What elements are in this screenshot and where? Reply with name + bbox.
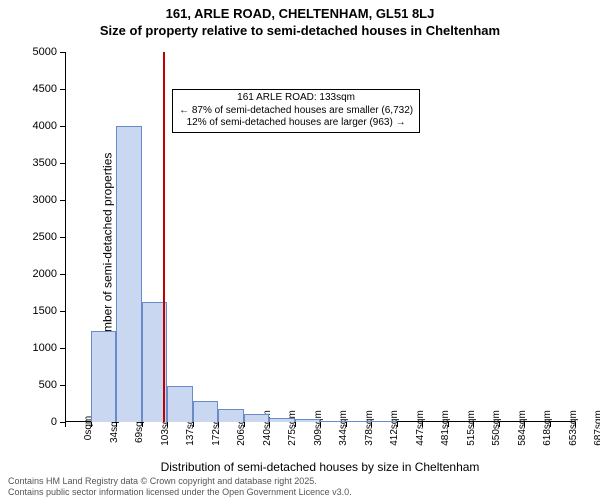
x-tick-label: 687sqm xyxy=(575,410,600,446)
y-tick-label: 4500 xyxy=(33,83,57,95)
y-tick xyxy=(60,311,65,312)
footer-line2: Contains public sector information licen… xyxy=(8,487,352,498)
y-tick-label: 1000 xyxy=(33,342,57,354)
y-tick xyxy=(60,274,65,275)
x-tick-label: 481sqm xyxy=(422,410,451,446)
footer-line1: Contains HM Land Registry data © Crown c… xyxy=(8,476,352,487)
x-tick-label: 344sqm xyxy=(320,410,349,446)
x-tick-label: 550sqm xyxy=(473,410,502,446)
histogram-bar xyxy=(218,409,244,422)
histogram-bar xyxy=(269,418,295,422)
histogram-bar xyxy=(295,419,321,422)
histogram-bar xyxy=(346,421,372,422)
histogram-bar xyxy=(193,401,219,422)
y-tick-label: 4000 xyxy=(33,120,57,132)
y-tick-label: 2000 xyxy=(33,268,57,280)
y-tick xyxy=(60,89,65,90)
y-tick xyxy=(60,237,65,238)
annotation-line3: 12% of semi-detached houses are larger (… xyxy=(179,117,413,130)
histogram-bar xyxy=(371,421,397,422)
y-tick-label: 500 xyxy=(39,379,57,391)
y-tick-label: 3000 xyxy=(33,194,57,206)
y-tick-label: 0 xyxy=(51,416,57,428)
histogram-bar xyxy=(91,331,117,422)
chart-title-address: 161, ARLE ROAD, CHELTENHAM, GL51 8LJ xyxy=(0,0,600,21)
y-tick-label: 2500 xyxy=(33,231,57,243)
y-tick xyxy=(60,348,65,349)
plot-area: 0500100015002000250030003500400045005000… xyxy=(65,52,575,422)
y-tick-label: 3500 xyxy=(33,157,57,169)
histogram-bar xyxy=(116,126,142,422)
annotation-line2: ← 87% of semi-detached houses are smalle… xyxy=(179,105,413,118)
y-tick xyxy=(60,200,65,201)
x-tick-label: 618sqm xyxy=(524,410,553,446)
x-tick-label: 275sqm xyxy=(269,410,298,446)
y-tick-label: 5000 xyxy=(33,46,57,58)
chart-container: 161, ARLE ROAD, CHELTENHAM, GL51 8LJ Siz… xyxy=(0,0,600,500)
histogram-bar xyxy=(320,421,346,422)
y-tick xyxy=(60,126,65,127)
x-axis-label: Distribution of semi-detached houses by … xyxy=(65,460,575,474)
chart-title-description: Size of property relative to semi-detach… xyxy=(0,21,600,38)
x-tick-label: 412sqm xyxy=(371,410,400,446)
footer-attribution: Contains HM Land Registry data © Crown c… xyxy=(8,476,352,498)
annotation-line1: 161 ARLE ROAD: 133sqm xyxy=(179,92,413,105)
histogram-bar xyxy=(167,386,193,422)
y-tick xyxy=(60,163,65,164)
annotation-box: 161 ARLE ROAD: 133sqm← 87% of semi-detac… xyxy=(172,89,420,133)
y-tick xyxy=(60,52,65,53)
y-axis-line xyxy=(65,52,66,422)
property-marker-line xyxy=(163,52,165,422)
histogram-bar xyxy=(244,414,270,422)
y-tick-label: 1500 xyxy=(33,305,57,317)
y-tick xyxy=(60,385,65,386)
